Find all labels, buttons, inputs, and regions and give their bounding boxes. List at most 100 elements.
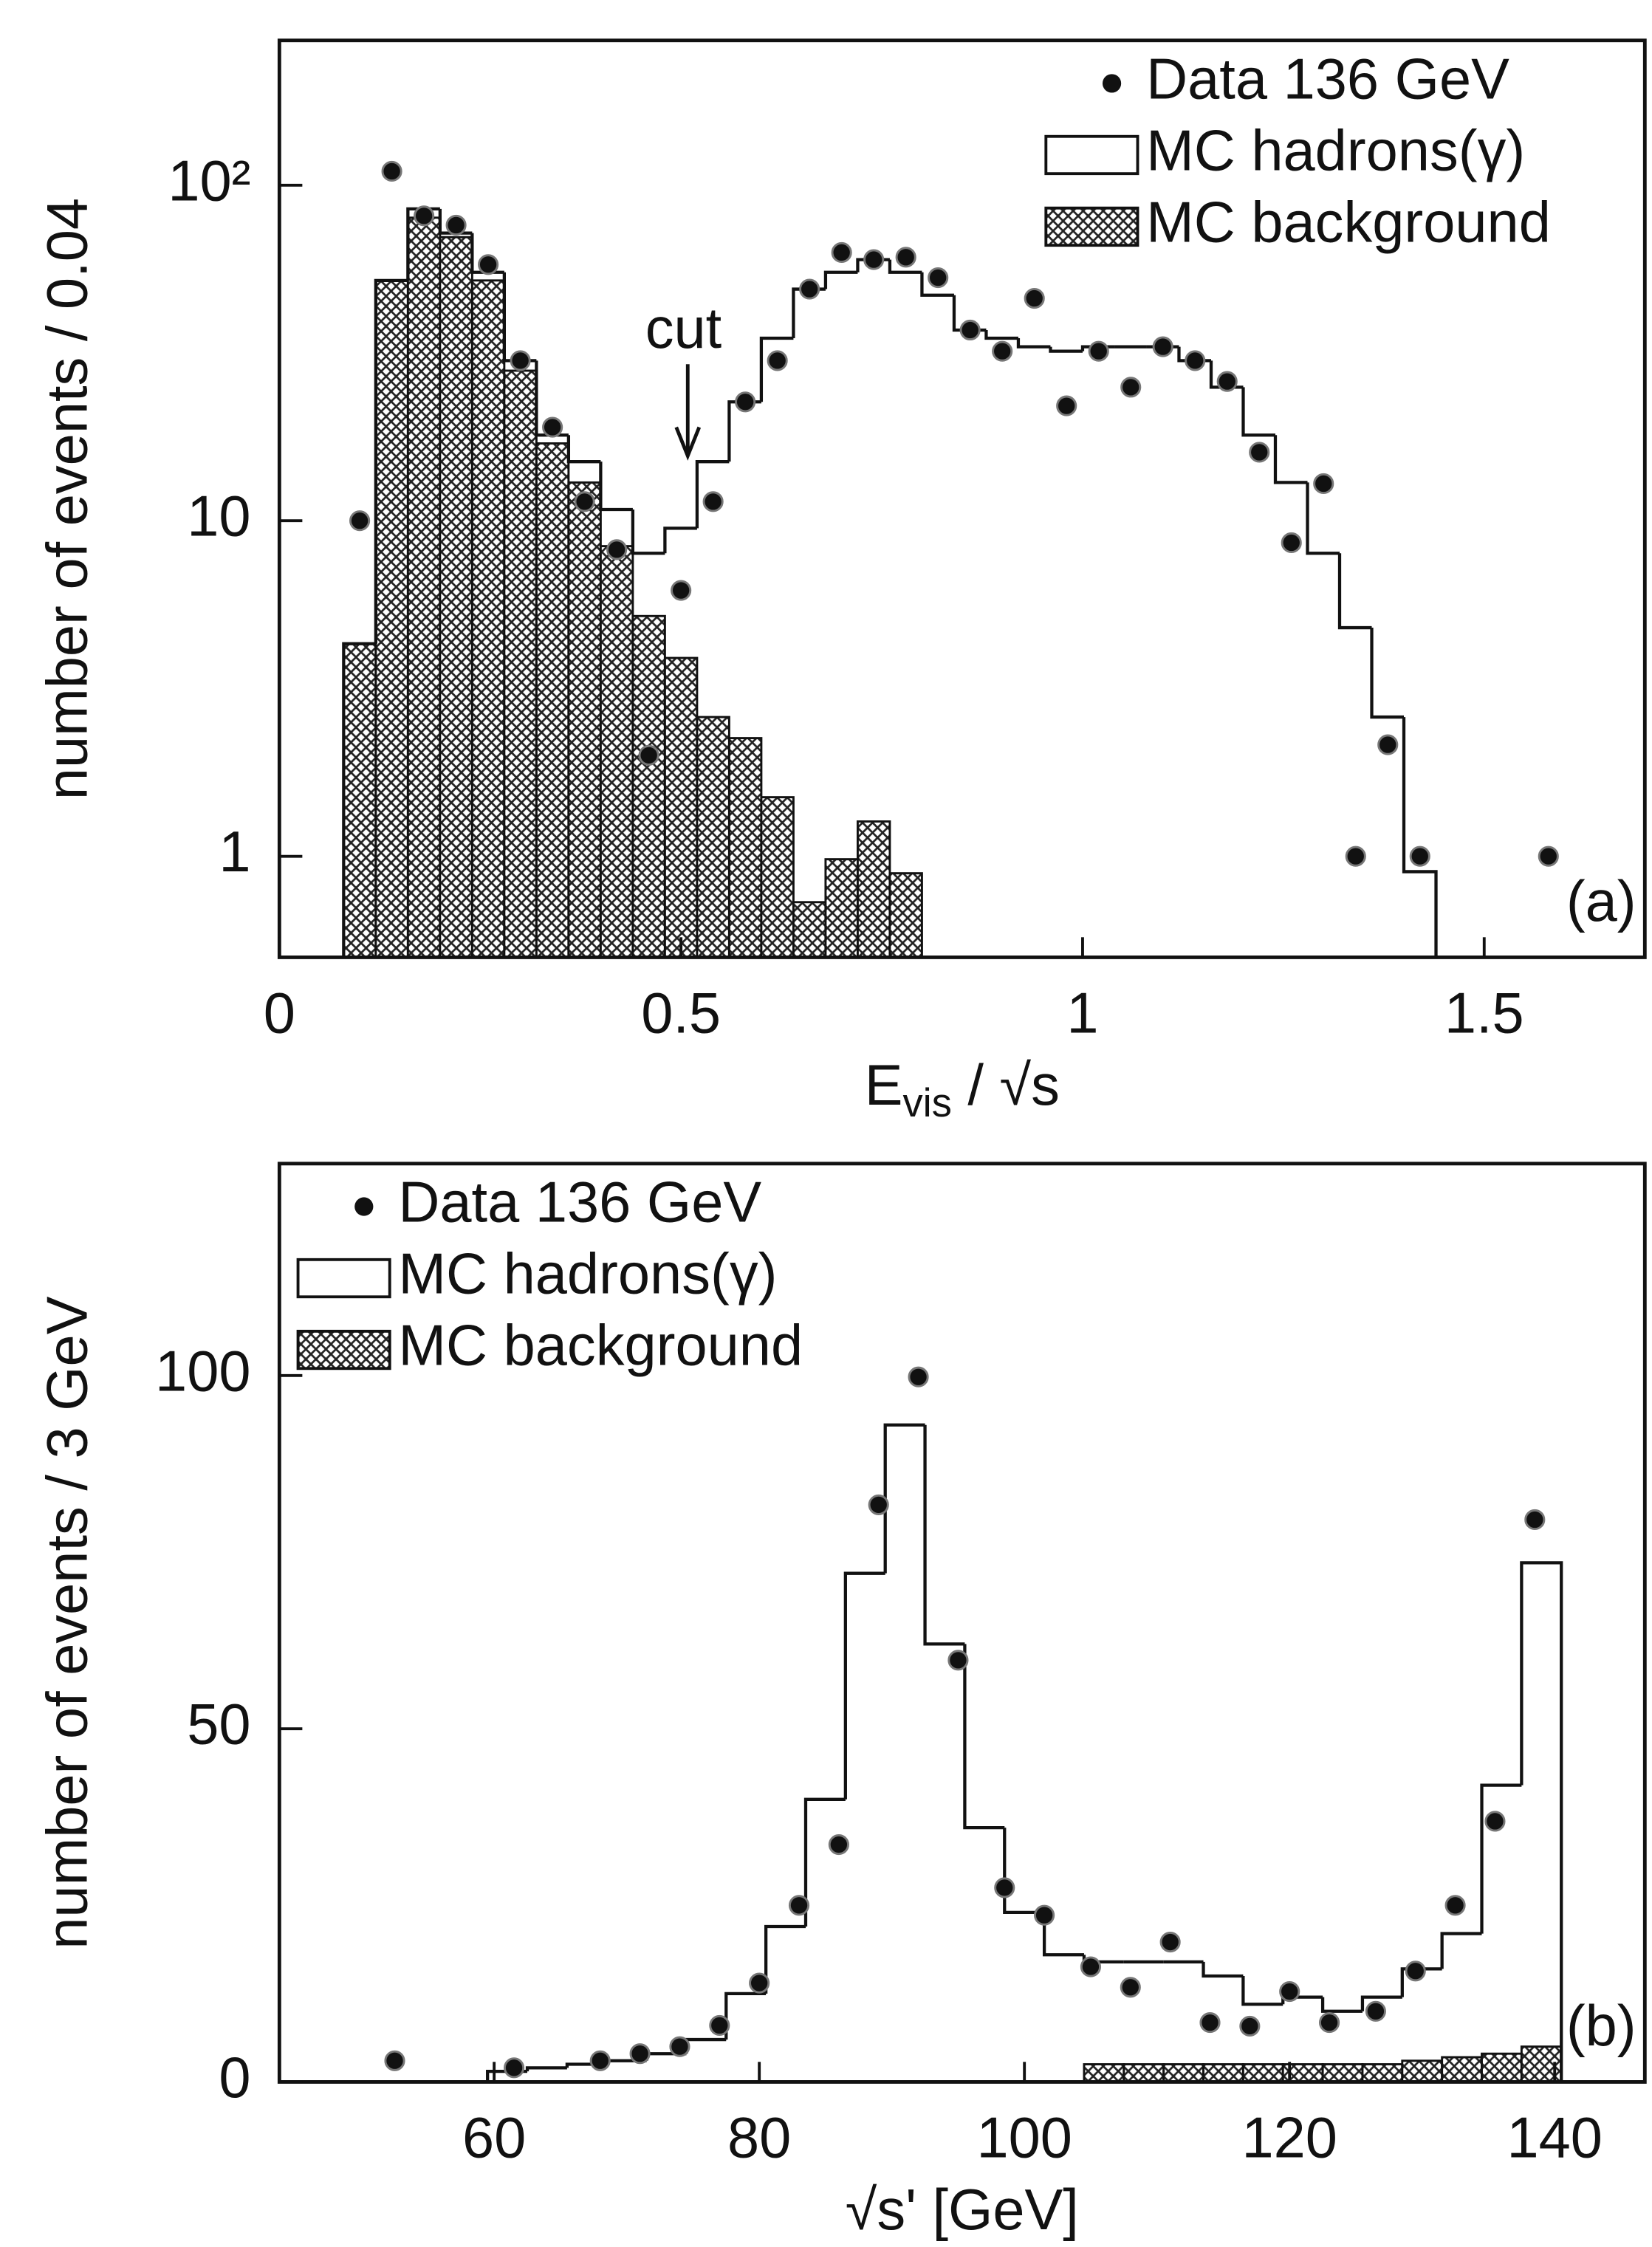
x-tick-label: 0.5 xyxy=(641,981,721,1045)
histogram-step xyxy=(984,329,1018,340)
histogram-step xyxy=(342,642,376,958)
data-point xyxy=(1120,377,1142,398)
x-label-subscript: vis xyxy=(902,1081,951,1126)
data-point xyxy=(767,350,788,371)
data-point xyxy=(828,1833,849,1856)
data-point xyxy=(1313,473,1334,495)
data-point xyxy=(1538,845,1559,867)
data-point xyxy=(749,1972,770,1994)
histogram-step xyxy=(1202,1961,1244,1978)
data-point xyxy=(414,205,435,227)
background-bar xyxy=(1123,2063,1165,2082)
data-point xyxy=(928,267,949,289)
histogram-step xyxy=(843,1571,885,1800)
background-bar xyxy=(856,820,891,958)
background-bar xyxy=(631,614,666,958)
data-point xyxy=(1377,734,1399,755)
background-bar xyxy=(470,279,506,958)
plot-area xyxy=(342,160,1559,958)
background-bar xyxy=(1401,2059,1444,2082)
legend-label: Data 136 GeV xyxy=(1146,47,1509,111)
background-bar xyxy=(824,858,859,958)
legend-marker xyxy=(354,1197,374,1216)
background-bar xyxy=(439,236,473,958)
background-bar xyxy=(792,901,827,958)
data-point xyxy=(638,744,659,766)
panel: 60 80 100 120 140 0 50 100 √s' [GeV] number of ev… xyxy=(36,1162,1647,2241)
background-bar xyxy=(696,716,730,958)
histogram-step xyxy=(1480,1783,1522,1934)
histogram-step xyxy=(1360,1995,1402,2011)
x-tick-label: 0 xyxy=(264,981,295,1045)
data-point xyxy=(1318,2012,1340,2034)
histogram-step xyxy=(724,1992,767,2040)
data-point xyxy=(895,247,916,268)
data-point xyxy=(1034,1904,1055,1926)
x-tick-label: 1.5 xyxy=(1444,981,1524,1045)
background-bar xyxy=(1083,2063,1125,2082)
x-tick-label: 140 xyxy=(1507,2106,1602,2169)
background-bar xyxy=(599,545,634,958)
data-point xyxy=(478,254,499,275)
data-point xyxy=(868,1494,889,1515)
data-point xyxy=(669,2036,690,2057)
histogram-step xyxy=(1440,1932,1482,1969)
legend-label: Data 136 GeV xyxy=(398,1171,761,1235)
y-tick-label: 50 xyxy=(187,1693,250,1757)
histogram-step xyxy=(695,460,730,529)
histogram-step xyxy=(1003,1828,1045,1915)
data-point xyxy=(959,319,981,341)
histogram-step xyxy=(1273,435,1308,484)
background-bar xyxy=(374,279,409,958)
background-bar xyxy=(1162,2063,1204,2082)
data-point xyxy=(1080,1956,1102,1977)
histogram-step xyxy=(502,272,537,363)
background-bar xyxy=(888,872,923,958)
axes-frame xyxy=(277,38,1647,959)
background-bar xyxy=(503,369,538,958)
data-point xyxy=(542,416,563,438)
data-point xyxy=(606,539,628,560)
legend-marker xyxy=(296,1258,391,1299)
histogram-step xyxy=(663,526,697,554)
data-point xyxy=(994,1877,1015,1898)
histogram-step xyxy=(1520,1561,1563,2082)
data-point xyxy=(1152,336,1173,357)
x-tick-label: 1 xyxy=(1066,981,1098,1045)
histogram-step xyxy=(1370,628,1405,719)
y-tick-label: 10 xyxy=(187,485,250,549)
histogram-step xyxy=(1402,717,1438,958)
data-point xyxy=(503,2057,525,2079)
histogram-step xyxy=(631,510,665,555)
histogram-step xyxy=(1042,1912,1084,1957)
data-point xyxy=(1185,350,1206,371)
data-point xyxy=(381,160,402,182)
legend-label: MC background xyxy=(1146,191,1551,254)
data-point xyxy=(1239,2015,1261,2037)
panel-label: (b) xyxy=(1566,1994,1636,2058)
data-point xyxy=(702,491,724,512)
legend-label: MC hadrons(γ) xyxy=(398,1243,777,1306)
y-axis-label: number of events / 3 GeV xyxy=(36,1296,100,1949)
data-point xyxy=(510,350,531,371)
legend-marker xyxy=(1044,206,1139,247)
data-point xyxy=(863,249,885,270)
histogram-step xyxy=(923,1424,965,1646)
histogram-step xyxy=(1337,553,1372,630)
x-axis-label: Evis / √s xyxy=(865,1053,1060,1125)
y-tick-label: 1 xyxy=(219,820,250,884)
data-point xyxy=(1444,1895,1466,1916)
background-bar xyxy=(663,656,699,958)
histogram-step xyxy=(823,270,858,289)
plot-area xyxy=(384,1366,1563,2082)
x-tick-label: 100 xyxy=(976,2106,1072,2169)
background-bar xyxy=(1441,2056,1483,2082)
data-point xyxy=(908,1366,929,1387)
panel: 0 0.5 1 1.5 1 10 10² Evis / √s number of events … xyxy=(36,38,1647,1126)
x-label-part: √s' [GeV] xyxy=(846,2178,1079,2241)
y-tick-label: 0 xyxy=(219,2046,250,2110)
histogram-step xyxy=(1049,346,1083,353)
data-point xyxy=(1365,2000,1386,2022)
data-point xyxy=(1279,1980,1300,2003)
